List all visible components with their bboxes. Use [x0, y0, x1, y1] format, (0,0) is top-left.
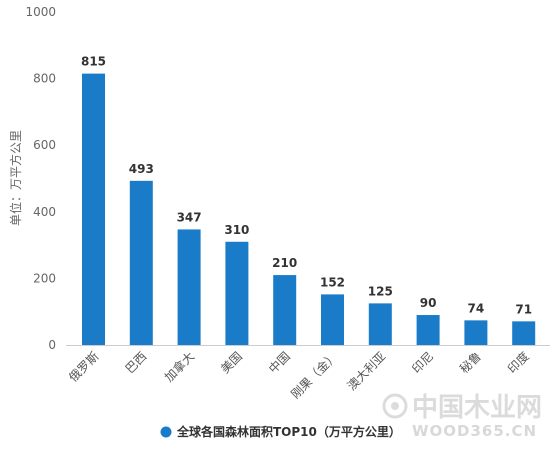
watermark: 中国木业网 WOOD365.CN — [382, 393, 542, 440]
bar — [464, 320, 488, 345]
bar — [512, 321, 536, 345]
y-tick-label: 200 — [33, 271, 56, 285]
data-labels: 815 493 347 310 210 152 125 90 74 71 — [81, 55, 532, 317]
bar — [129, 180, 153, 345]
watermark-text: 中国木业网 — [412, 393, 542, 423]
x-tick-label: 印尼 — [409, 349, 436, 376]
legend-label: 全球各国森林面积TOP10（万平方公里） — [176, 424, 401, 439]
x-tick-label: 美国 — [218, 349, 245, 376]
y-tick-label: 0 — [48, 338, 56, 352]
y-tick-label: 600 — [33, 138, 56, 152]
data-label: 310 — [224, 223, 249, 237]
y-tick-label: 800 — [33, 72, 56, 86]
bar — [225, 241, 249, 345]
x-tick-label: 澳大利亚 — [345, 349, 389, 393]
bar — [321, 294, 344, 345]
data-label: 152 — [320, 275, 345, 289]
watermark-subtext: WOOD365.CN — [412, 422, 537, 440]
bars — [82, 73, 536, 345]
watermark-logo-icon — [382, 393, 408, 419]
legend-marker — [160, 426, 172, 438]
x-tick-label: 巴西 — [123, 349, 150, 376]
axes: 0 200 400 600 800 1000 — [25, 5, 550, 352]
x-tick-label: 印度 — [504, 349, 532, 377]
legend: 全球各国森林面积TOP10（万平方公里） — [160, 424, 401, 439]
x-tick-label: 刚果（金） — [288, 349, 341, 402]
data-label: 493 — [129, 162, 154, 176]
x-tick-label: 俄罗斯 — [66, 349, 101, 384]
x-tick-label: 中国 — [265, 349, 293, 377]
y-tick-label: 1000 — [25, 5, 56, 19]
bar — [82, 73, 105, 345]
x-tick-label: 秘鲁 — [457, 349, 484, 376]
y-tick-label: 400 — [33, 205, 56, 219]
data-label: 210 — [272, 256, 297, 270]
bar — [177, 229, 201, 345]
bar — [273, 275, 297, 345]
bar — [368, 303, 392, 345]
x-tick-label: 加拿大 — [161, 349, 197, 385]
data-label: 347 — [177, 210, 202, 224]
y-axis-label: 单位：万平方公里 — [8, 130, 23, 226]
data-label: 90 — [420, 296, 437, 310]
data-label: 815 — [81, 55, 106, 69]
data-label: 71 — [515, 302, 532, 316]
data-label: 125 — [368, 284, 393, 298]
bar — [416, 315, 440, 345]
data-label: 74 — [468, 301, 485, 315]
